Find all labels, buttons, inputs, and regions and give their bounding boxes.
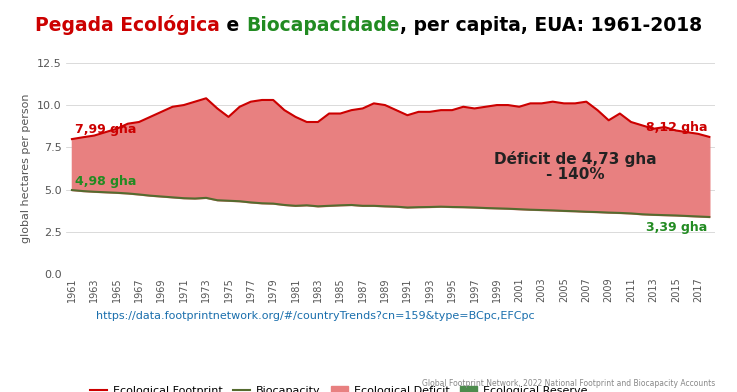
- Text: https://data.footprintnetwork.org/#/countryTrends?cn=159&type=BCpc,EFCpc: https://data.footprintnetwork.org/#/coun…: [96, 310, 534, 321]
- Text: - 140%: - 140%: [546, 167, 604, 182]
- Y-axis label: global hectares per person: global hectares per person: [21, 94, 31, 243]
- Text: 3,39 gha: 3,39 gha: [646, 221, 707, 234]
- Text: Déficit de 4,73 gha: Déficit de 4,73 gha: [494, 151, 657, 167]
- Text: Pegada Ecológica: Pegada Ecológica: [35, 15, 220, 36]
- Text: e: e: [220, 16, 246, 35]
- Text: 7,99 gha: 7,99 gha: [75, 123, 136, 136]
- Text: 4,98 gha: 4,98 gha: [75, 175, 136, 189]
- Legend: Ecological Footprint, Biocapacity, Ecological Deficit, Ecological Reserve: Ecological Footprint, Biocapacity, Ecolo…: [85, 381, 592, 392]
- Text: 8,12 gha: 8,12 gha: [646, 121, 707, 134]
- Text: , per capita, EUA: 1961-2018: , per capita, EUA: 1961-2018: [399, 16, 702, 35]
- Text: Global Footprint Network, 2022 National Footprint and Biocapacity Accounts: Global Footprint Network, 2022 National …: [422, 379, 715, 388]
- Text: Biocapacidade: Biocapacidade: [246, 16, 399, 35]
